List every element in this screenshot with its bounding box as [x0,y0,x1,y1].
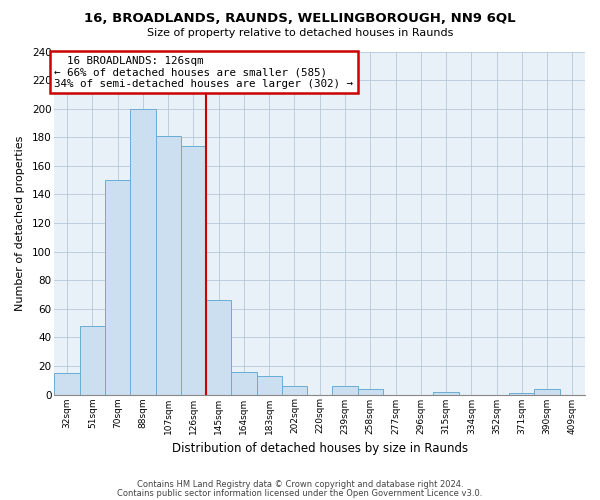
Bar [232,372,257,394]
Bar [80,326,105,394]
Bar [130,108,155,395]
Text: Contains public sector information licensed under the Open Government Licence v3: Contains public sector information licen… [118,488,482,498]
Bar [332,386,358,394]
Text: Size of property relative to detached houses in Raunds: Size of property relative to detached ho… [147,28,453,38]
Bar [509,393,535,394]
X-axis label: Distribution of detached houses by size in Raunds: Distribution of detached houses by size … [172,442,468,455]
Bar [155,136,181,394]
Bar [282,386,307,394]
Bar [433,392,458,394]
Bar [206,300,232,394]
Bar [358,389,383,394]
Bar [55,373,80,394]
Bar [181,146,206,394]
Bar [105,180,130,394]
Text: 16, BROADLANDS, RAUNDS, WELLINGBOROUGH, NN9 6QL: 16, BROADLANDS, RAUNDS, WELLINGBOROUGH, … [84,12,516,26]
Bar [535,389,560,394]
Bar [257,376,282,394]
Y-axis label: Number of detached properties: Number of detached properties [15,136,25,310]
Text: 16 BROADLANDS: 126sqm
← 66% of detached houses are smaller (585)
34% of semi-det: 16 BROADLANDS: 126sqm ← 66% of detached … [55,56,353,89]
Text: Contains HM Land Registry data © Crown copyright and database right 2024.: Contains HM Land Registry data © Crown c… [137,480,463,489]
